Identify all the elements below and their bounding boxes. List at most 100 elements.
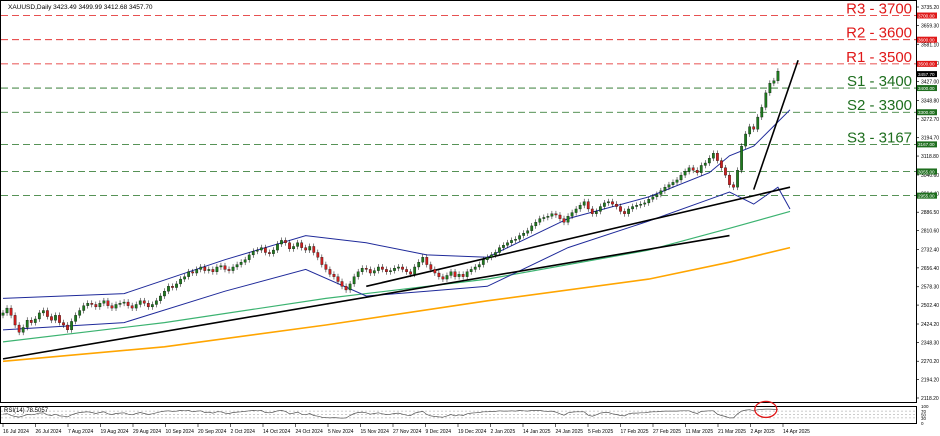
candle-body — [368, 269, 372, 274]
candle-body — [558, 214, 562, 219]
candle-body — [320, 257, 324, 265]
candle-body — [37, 312, 41, 320]
candle-body — [263, 247, 267, 253]
candle-body — [328, 269, 332, 275]
candle-body — [46, 310, 49, 317]
time-tick-label: 11 Mar 2025 — [686, 429, 714, 435]
candle-body — [1, 312, 5, 316]
rsi-tick-label: 50 — [921, 413, 927, 418]
rsi-tick-label: 30 — [921, 416, 927, 421]
level-label: R2 - 3600 — [846, 25, 912, 42]
candle-body — [348, 283, 352, 291]
price-tick-label: 2348.30 — [921, 340, 939, 346]
candle-body — [25, 320, 29, 328]
bollinger-upper-line — [2, 109, 791, 299]
candle-body — [703, 162, 707, 166]
candle-body — [590, 208, 594, 214]
candle-body — [671, 182, 675, 185]
time-tick-label: 15 Nov 2024 — [361, 429, 390, 435]
candle-body — [514, 239, 517, 241]
level-price-tag-text: 3700.00 — [918, 13, 935, 18]
time-tick-label: 2 Jan 2025 — [491, 429, 516, 435]
candle-body — [453, 271, 457, 277]
candle-body — [296, 242, 299, 247]
candle-body — [764, 92, 768, 108]
time-tick-label: 5 Nov 2024 — [328, 429, 354, 435]
candle-body — [126, 301, 130, 306]
level-label: R3 - 3700 — [846, 1, 912, 18]
candle-body — [114, 304, 118, 309]
candle-body — [518, 235, 521, 240]
candle-body — [159, 295, 162, 301]
candle-body — [461, 274, 465, 277]
candle-body — [473, 266, 477, 270]
candle-body — [17, 324, 21, 333]
level-price-tag-text: 3500.00 — [918, 62, 935, 67]
level-price-tag — [917, 12, 937, 19]
candle-body — [268, 252, 271, 254]
candle-body — [235, 264, 239, 268]
support-resistance-levels — [1, 15, 916, 197]
candle-body — [510, 240, 513, 243]
price-tick-label: 2424.20 — [921, 322, 939, 328]
candle-body — [167, 286, 170, 292]
candle-body — [728, 174, 731, 185]
candle-body — [607, 201, 610, 204]
candle-body — [66, 324, 69, 331]
candle-body — [42, 310, 45, 314]
candle-body — [494, 252, 497, 256]
candle-body — [502, 245, 505, 248]
candle-body — [280, 240, 283, 245]
candle-body — [142, 300, 146, 304]
rsi-panel-frame — [0, 406, 917, 424]
candle-body — [623, 211, 626, 214]
trendline — [752, 59, 799, 190]
candle-body — [627, 208, 630, 214]
price-tick-label: 2732.40 — [921, 247, 939, 253]
candle-body — [711, 153, 715, 159]
candle-body — [485, 257, 489, 260]
candle-body — [437, 272, 441, 277]
candle-body — [78, 310, 82, 316]
candle-body — [356, 271, 360, 277]
price-tick-label: 3427.00 — [921, 80, 939, 86]
candle-body — [191, 271, 195, 274]
candle-body — [526, 230, 530, 234]
price-tick-label: 2656.40 — [921, 266, 939, 272]
time-tick-label: 24 Jan 2025 — [556, 429, 584, 435]
time-tick-label: 27 Nov 2024 — [393, 429, 422, 435]
candle-body — [29, 320, 33, 323]
price-tick-label: 2578.30 — [921, 285, 939, 291]
candle-body — [417, 262, 421, 268]
candle-body — [550, 213, 554, 217]
candle-body — [768, 83, 772, 94]
long-moving-average-line — [2, 246, 791, 363]
candle-body — [566, 216, 570, 223]
rsi-tick-label: 0 — [921, 421, 924, 426]
time-tick-label: 10 Sep 2024 — [166, 429, 195, 435]
candle-body — [211, 269, 215, 272]
candle-body — [239, 262, 243, 265]
candle-body — [122, 301, 126, 304]
candle-body — [667, 184, 671, 188]
candle-body — [603, 202, 606, 207]
candle-body — [675, 179, 679, 183]
candle-body — [772, 80, 776, 84]
candle-body — [150, 304, 154, 308]
candle-body — [292, 246, 295, 250]
candle-body — [465, 271, 469, 277]
candle-body — [421, 257, 425, 263]
time-tick-label: 5 Feb 2025 — [588, 429, 614, 435]
candle-body — [381, 266, 384, 270]
time-tick-label: 20 Sep 2024 — [198, 429, 227, 435]
level-price-tag-text: 3400.00 — [918, 86, 935, 91]
candle-body — [304, 247, 308, 251]
time-tick-label: 16 Jul 2024 — [3, 429, 29, 435]
symbol-header: XAUUSD,Daily 3423.49 3499.99 3412.68 345… — [8, 4, 153, 11]
level-price-tag — [917, 60, 937, 67]
candle-body — [134, 304, 138, 309]
candle-body — [574, 208, 578, 213]
moving-averages — [2, 210, 791, 363]
candle-body — [639, 203, 643, 206]
